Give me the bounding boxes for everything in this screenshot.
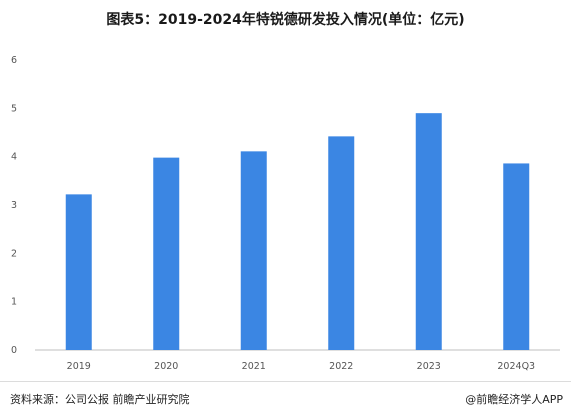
bar-2022 [328,136,355,350]
y-tick-label: 3 [11,200,17,211]
y-tick-label: 5 [11,103,17,114]
x-tick-label: 2019 [67,361,91,372]
x-tick-label: 2020 [154,361,178,372]
chart-title: 图表5：2019-2024年特锐德研发投入情况(单位：亿元) [106,12,465,28]
footer-brand: @前瞻经济学人APP [465,393,563,406]
y-tick-label: 4 [11,152,17,163]
footer-source: 资料来源：公司公报 前瞻产业研究院 [10,393,190,406]
bar-2020 [153,157,180,350]
bars [65,113,530,351]
y-tick-label: 1 [11,297,17,308]
x-tick-label: 2021 [242,361,266,372]
bar-2019 [65,194,92,350]
y-axis-ticks: 0 1 2 3 4 5 6 [11,55,17,356]
bar-2023 [415,113,442,351]
x-tick-label: 2022 [329,361,353,372]
y-tick-label: 6 [11,55,17,66]
y-tick-label: 2 [11,248,17,259]
x-tick-label: 2024Q3 [497,361,535,372]
x-axis-ticks: 2019 2020 2021 2022 2023 2024Q3 [67,361,535,372]
footer-divider [0,381,571,382]
x-tick-label: 2023 [417,361,441,372]
bar-2021 [240,151,267,350]
y-tick-label: 0 [11,345,17,356]
bar-2024Q3 [503,163,530,350]
